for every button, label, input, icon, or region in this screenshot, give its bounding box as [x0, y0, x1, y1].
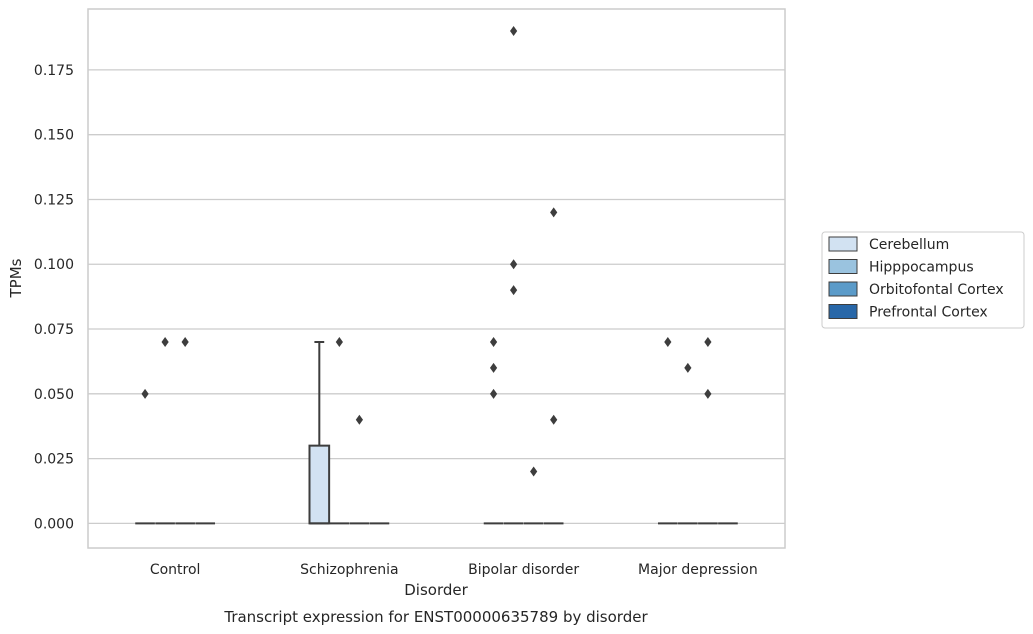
legend-swatch — [828, 259, 858, 274]
y-tick-label: 0.125 — [34, 192, 74, 208]
box-group — [135, 336, 216, 525]
y-axis-ticks: 0.000 0.025 0.050 0.075 0.100 0.125 0.150 0.175 — [34, 63, 74, 532]
box — [308, 444, 331, 525]
box-group — [483, 26, 564, 525]
y-tick-label: 0.100 — [34, 257, 74, 273]
box-group — [308, 336, 390, 525]
legend-swatch — [828, 236, 858, 252]
x-axis-ticks: Control Schizophrenia Bipolar disorder Majo… — [150, 562, 758, 578]
outlier-point — [704, 388, 712, 399]
legend-swatch — [828, 281, 858, 297]
legend-frame — [821, 231, 1025, 329]
y-axis-label: TPMs — [7, 258, 25, 298]
x-tick-label: Control — [150, 562, 201, 578]
x-tick-label: Major depression — [638, 562, 758, 578]
legend-swatch — [828, 304, 858, 319]
outlier-point — [550, 414, 558, 425]
outlier-point — [550, 207, 558, 218]
chart-caption: Transcript expression for ENST0000063578… — [223, 608, 648, 626]
outlier-point — [161, 336, 169, 347]
y-tick-label: 0.150 — [34, 128, 74, 144]
x-tick-label: Schizophrenia — [300, 562, 398, 578]
outlier-point — [704, 336, 712, 347]
y-tick-label: 0.175 — [34, 63, 74, 79]
outlier-point — [489, 336, 498, 347]
y-tick-label: 0.025 — [34, 452, 74, 468]
outlier-point — [510, 285, 518, 296]
y-tick-label: 0.000 — [34, 516, 74, 532]
outlier-point — [141, 388, 149, 399]
box-group — [657, 336, 738, 525]
outlier-point — [355, 414, 363, 425]
box-groups — [135, 26, 738, 525]
outlier-point — [510, 26, 518, 37]
outlier-point — [530, 466, 538, 477]
x-axis-label: Disorder — [404, 581, 468, 599]
x-tick-label: Bipolar disorder — [468, 562, 579, 578]
outlier-point — [510, 259, 518, 270]
legend-label: Orbitofontal Cortex — [869, 282, 1004, 298]
plot-frame — [87, 8, 786, 549]
outlier-point — [489, 388, 498, 399]
y-tick-label: 0.050 — [34, 387, 74, 403]
outlier-point — [335, 336, 343, 347]
legend: Cerebellum Hipppocampus Orbitofontal Corte… — [821, 231, 1025, 329]
outlier-point — [664, 336, 672, 347]
outlier-point — [181, 336, 189, 347]
y-tick-label: 0.075 — [34, 322, 74, 338]
grid-lines — [88, 69, 785, 525]
legend-label: Hipppocampus — [869, 260, 974, 276]
outlier-point — [489, 362, 498, 373]
legend-label: Cerebellum — [869, 237, 949, 253]
legend-label: Prefrontal Cortex — [869, 305, 988, 321]
outlier-point — [684, 362, 692, 373]
